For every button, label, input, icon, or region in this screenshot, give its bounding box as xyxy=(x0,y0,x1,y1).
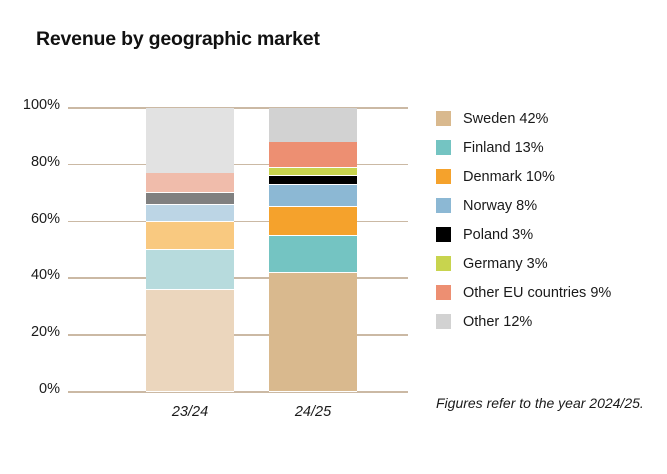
bar-segment-poland[interactable] xyxy=(269,176,357,185)
gridline-0 xyxy=(68,391,408,393)
legend-swatch-icon xyxy=(436,169,451,184)
bar-segment-finland[interactable] xyxy=(269,235,357,273)
gridline-80 xyxy=(68,163,408,166)
gridline-60 xyxy=(68,220,408,223)
legend-item-label: Finland 13% xyxy=(463,139,544,156)
x-axis-label-23-24: 23/24 xyxy=(171,404,209,420)
legend-item-label: Other EU countries 9% xyxy=(463,284,612,301)
footnote: Figures refer to the year 2024/25. xyxy=(436,395,644,411)
y-axis-tick-label: 100% xyxy=(22,97,60,113)
x-axis-label-24-25: 24/25 xyxy=(294,404,332,420)
bar-segment-other-eu-countries[interactable] xyxy=(146,173,234,194)
legend-item[interactable]: Other EU countries 9% xyxy=(436,278,661,307)
legend-item[interactable]: Poland 3% xyxy=(436,220,661,249)
legend-item[interactable]: Norway 8% xyxy=(436,191,661,220)
legend-swatch-icon xyxy=(436,198,451,213)
legend-item-label: Denmark 10% xyxy=(463,168,555,185)
y-axis-tick-label: 80% xyxy=(30,153,60,170)
bar-segment-other[interactable] xyxy=(146,108,234,174)
legend-item[interactable]: Germany 3% xyxy=(436,249,661,278)
stacked-bar-24-25[interactable] xyxy=(269,108,357,392)
y-axis-tick-label: 20% xyxy=(30,324,60,341)
legend-item[interactable]: Denmark 10% xyxy=(436,162,661,191)
legend-swatch-icon xyxy=(436,227,451,242)
legend-item-label: Other 12% xyxy=(463,313,533,330)
y-axis-tick-label: 0% xyxy=(39,381,60,397)
legend-item-label: Poland 3% xyxy=(463,226,534,243)
legend-item[interactable]: Other 12% xyxy=(436,307,661,336)
legend-item-label: Norway 8% xyxy=(463,197,538,214)
legend-swatch-icon xyxy=(436,256,451,271)
bar-segment-sweden[interactable] xyxy=(146,289,234,392)
gridline-100 xyxy=(68,107,408,109)
legend-item[interactable]: Sweden 42% xyxy=(436,104,661,133)
chart-title: Revenue by geographic market xyxy=(36,28,320,50)
legend-swatch-icon xyxy=(436,111,451,126)
legend-item[interactable]: Finland 13% xyxy=(436,133,661,162)
gridline-20 xyxy=(68,334,408,336)
legend-swatch-icon xyxy=(436,285,451,300)
legend-swatch-icon xyxy=(436,140,451,155)
bar-segment-poland[interactable] xyxy=(146,193,234,205)
y-axis-tick-label: 40% xyxy=(30,267,60,284)
bar-segment-other[interactable] xyxy=(269,108,357,143)
plot-area xyxy=(68,107,408,393)
legend-item-label: Sweden 42% xyxy=(463,110,549,127)
legend-item-label: Germany 3% xyxy=(463,255,548,272)
bar-segment-denmark[interactable] xyxy=(146,221,234,251)
bar-segment-other-eu-countries[interactable] xyxy=(269,142,357,168)
bar-segment-denmark[interactable] xyxy=(269,207,357,236)
legend-swatch-icon xyxy=(436,314,451,329)
bar-segment-finland[interactable] xyxy=(146,250,234,290)
bar-segment-norway[interactable] xyxy=(269,184,357,208)
chart-legend: Sweden 42% Finland 13% Denmark 10% Norway 8… xyxy=(436,104,661,336)
bar-segment-norway[interactable] xyxy=(146,204,234,222)
bar-segment-sweden[interactable] xyxy=(269,272,357,392)
y-axis-tick-label: 60% xyxy=(30,210,60,227)
stacked-bar-23-24[interactable] xyxy=(146,108,234,392)
bar-segment-germany[interactable] xyxy=(269,167,357,177)
gridline-40 xyxy=(68,277,408,279)
